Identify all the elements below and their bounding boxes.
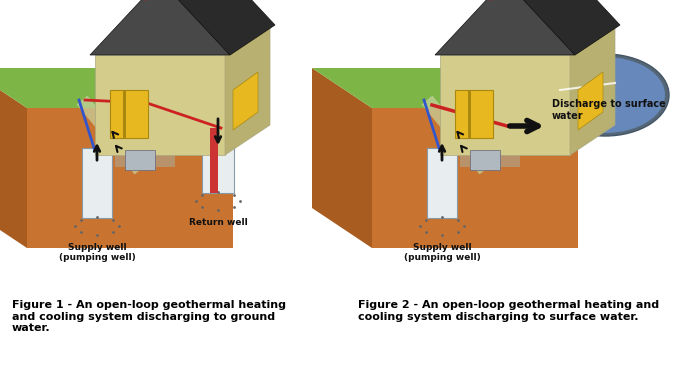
Bar [82, 148, 112, 218]
Polygon shape [0, 68, 233, 108]
Text: Supply well
(pumping well): Supply well (pumping well) [59, 243, 135, 262]
Polygon shape [460, 155, 520, 167]
Ellipse shape [541, 54, 669, 136]
Text: Supply well
(pumping well): Supply well (pumping well) [403, 243, 480, 262]
Polygon shape [95, 55, 225, 155]
Polygon shape [312, 68, 578, 108]
Bar [470, 150, 500, 170]
Text: Figure 2 - An open-loop geothermal heating and
cooling system discharging to sur: Figure 2 - An open-loop geothermal heati… [358, 300, 659, 322]
Polygon shape [372, 108, 578, 248]
Polygon shape [0, 68, 27, 248]
Text: Figure 1 - An open-loop geothermal heating
and cooling system discharging to gro: Figure 1 - An open-loop geothermal heati… [12, 300, 286, 333]
Polygon shape [505, 0, 620, 55]
Polygon shape [77, 95, 146, 175]
Polygon shape [27, 108, 233, 248]
Polygon shape [421, 95, 491, 175]
Polygon shape [570, 25, 615, 155]
Bar [468, 90, 471, 138]
Polygon shape [225, 25, 270, 155]
Bar [210, 128, 218, 193]
Text: Discharge to surface
water: Discharge to surface water [552, 100, 666, 121]
Polygon shape [90, 0, 230, 55]
Bar [455, 90, 493, 138]
Bar [202, 128, 234, 193]
Polygon shape [312, 68, 372, 248]
Bar [123, 90, 126, 138]
Polygon shape [115, 155, 175, 167]
Text: Return well: Return well [188, 218, 247, 227]
Polygon shape [435, 0, 575, 55]
Bar [427, 148, 457, 218]
Polygon shape [440, 55, 570, 155]
Bar [125, 150, 155, 170]
Bar [110, 90, 148, 138]
Polygon shape [233, 72, 258, 130]
Polygon shape [578, 72, 603, 130]
Polygon shape [160, 0, 275, 55]
Ellipse shape [545, 57, 665, 133]
